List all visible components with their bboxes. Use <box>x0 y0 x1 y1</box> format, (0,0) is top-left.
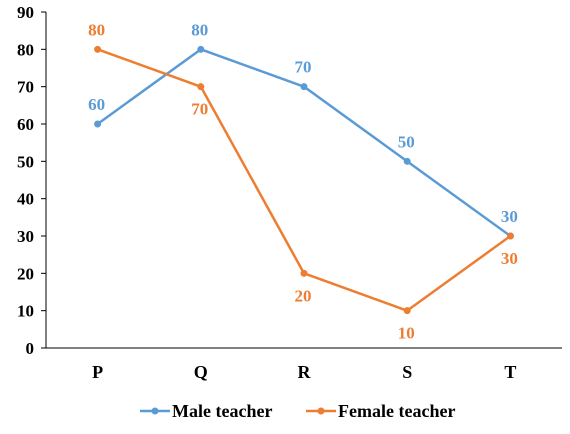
y-tick-label: 50 <box>17 152 34 171</box>
data-point <box>197 83 205 91</box>
data-point <box>403 157 411 165</box>
x-tick-label: P <box>92 362 103 382</box>
data-point <box>94 120 102 128</box>
data-point <box>300 83 308 91</box>
y-tick-label: 0 <box>26 339 35 358</box>
y-tick-label: 20 <box>17 264 34 283</box>
data-label: 80 <box>88 20 105 39</box>
data-point <box>94 45 102 53</box>
legend-label: Female teacher <box>338 401 455 421</box>
y-tick-label: 60 <box>17 115 34 134</box>
y-tick-label: 40 <box>17 190 34 209</box>
data-label: 10 <box>398 324 415 343</box>
data-label: 70 <box>191 100 208 119</box>
legend-swatch-marker <box>317 407 325 415</box>
data-point <box>506 232 514 240</box>
y-tick-label: 80 <box>17 40 34 59</box>
y-tick-label: 30 <box>17 227 34 246</box>
x-tick-label: S <box>402 362 412 382</box>
data-point <box>197 45 205 53</box>
legend-label: Male teacher <box>172 401 272 421</box>
legend-swatch-marker <box>151 407 159 415</box>
series-line <box>96 48 512 238</box>
y-tick-label: 90 <box>17 3 34 22</box>
data-label: 50 <box>398 132 415 151</box>
x-axis-ticks: P Q R S T <box>92 362 516 382</box>
y-tick-label: 70 <box>17 78 34 97</box>
x-tick-label: R <box>298 362 312 382</box>
legend: Male teacher Female teacher <box>140 401 455 421</box>
data-label: 80 <box>191 20 208 39</box>
data-label: 30 <box>501 249 518 268</box>
data-point <box>403 307 411 315</box>
x-tick-label: T <box>504 362 516 382</box>
chart-axes <box>45 12 562 349</box>
x-tick-label: Q <box>194 362 208 382</box>
data-labels: 60 80 70 50 30 80 70 20 10 30 <box>88 20 518 342</box>
data-point <box>300 269 308 277</box>
y-tick-label: 10 <box>17 302 34 321</box>
data-label: 70 <box>295 58 312 77</box>
y-axis-ticks: 0 10 20 30 40 50 60 70 80 90 <box>17 3 46 358</box>
data-label: 30 <box>501 207 518 226</box>
data-label: 20 <box>295 286 312 305</box>
series-points <box>94 45 514 315</box>
data-label: 60 <box>88 95 105 114</box>
